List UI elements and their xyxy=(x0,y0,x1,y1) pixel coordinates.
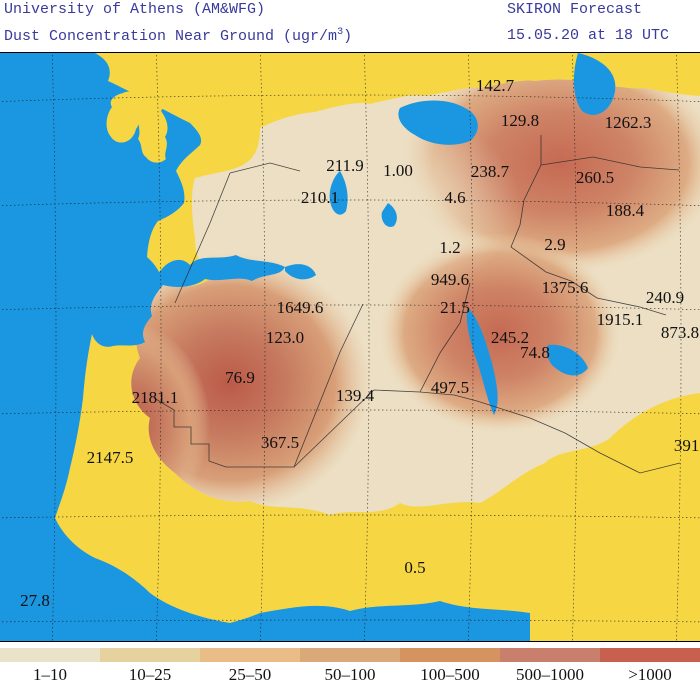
svg-text:391.6: 391.6 xyxy=(674,436,700,455)
svg-text:260.5: 260.5 xyxy=(576,168,614,187)
svg-text:129.8: 129.8 xyxy=(501,111,539,130)
svg-text:873.8: 873.8 xyxy=(661,323,699,342)
svg-text:497.5: 497.5 xyxy=(431,378,469,397)
svg-text:4.6: 4.6 xyxy=(444,188,465,207)
svg-text:188.4: 188.4 xyxy=(606,201,645,220)
svg-text:27.8: 27.8 xyxy=(20,591,50,610)
svg-text:74.8: 74.8 xyxy=(520,343,550,362)
svg-text:1649.6: 1649.6 xyxy=(277,298,324,317)
svg-text:21.5: 21.5 xyxy=(440,298,470,317)
svg-text:949.6: 949.6 xyxy=(431,270,469,289)
svg-text:238.7: 238.7 xyxy=(471,162,510,181)
svg-text:240.9: 240.9 xyxy=(646,288,684,307)
svg-text:123.0: 123.0 xyxy=(266,328,304,347)
svg-text:139.4: 139.4 xyxy=(336,386,375,405)
svg-text:211.9: 211.9 xyxy=(326,156,364,175)
svg-text:76.9: 76.9 xyxy=(225,368,255,387)
svg-text:2.9: 2.9 xyxy=(544,235,565,254)
svg-text:1375.6: 1375.6 xyxy=(542,278,589,297)
svg-text:142.7: 142.7 xyxy=(476,76,515,95)
svg-text:2181.1: 2181.1 xyxy=(132,388,179,407)
svg-text:1.2: 1.2 xyxy=(439,238,460,257)
svg-text:1915.1: 1915.1 xyxy=(597,310,644,329)
svg-text:210.1: 210.1 xyxy=(301,188,339,207)
svg-text:1.00: 1.00 xyxy=(383,161,413,180)
svg-text:2147.5: 2147.5 xyxy=(87,448,134,467)
svg-text:367.5: 367.5 xyxy=(261,433,299,452)
svg-text:0.5: 0.5 xyxy=(404,558,425,577)
svg-text:1262.3: 1262.3 xyxy=(605,113,652,132)
